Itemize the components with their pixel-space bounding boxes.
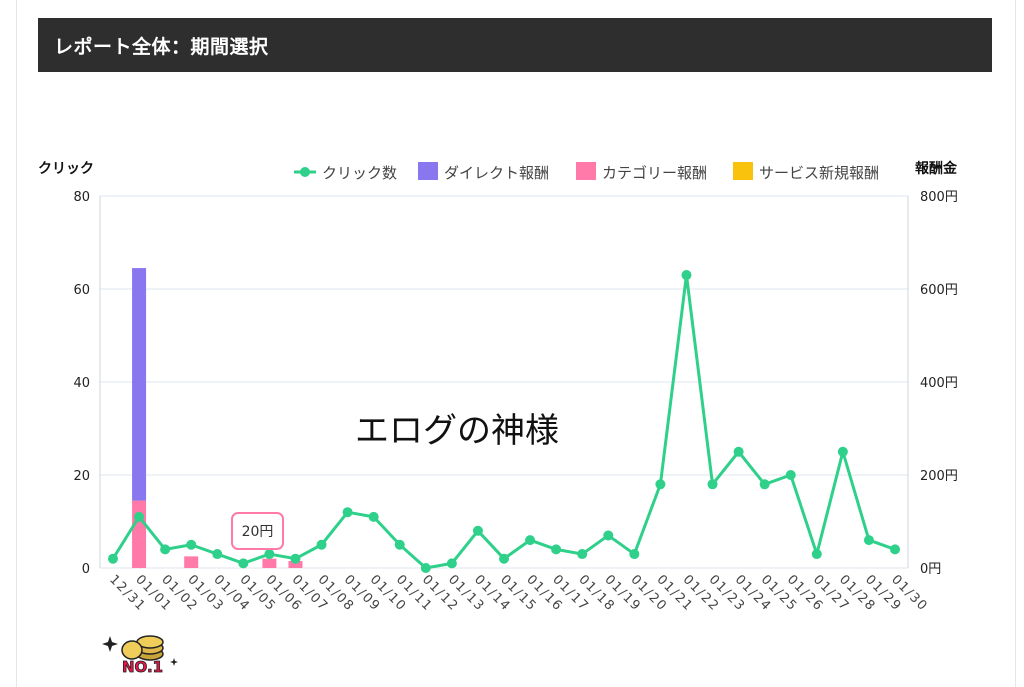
right-tick-label: 600円 [920,283,958,298]
clicks-point [603,530,614,541]
clicks-point [811,549,822,560]
bar-カテゴリー報酬 [184,556,199,568]
legend-dot-swatch [300,167,310,177]
clicks-point [863,535,874,546]
left-tick-label: 60 [73,283,90,298]
legend-item[interactable]: ダイレクト報酬 [418,162,549,182]
badge-text: NO.1 [122,658,163,676]
legend-item[interactable]: クリック数 [294,164,397,182]
legend-item[interactable]: カテゴリー報酬 [576,162,707,182]
no1-coin-badge: NO.1 [102,635,178,676]
left-tick-label: 80 [73,190,90,205]
legend-label: クリック数 [322,164,397,182]
clicks-line [108,270,900,573]
clicks-point [733,446,744,457]
legend-label: カテゴリー報酬 [602,164,707,182]
clicks-point [368,511,379,522]
clicks-point [707,479,718,490]
page-header: レポート全体：期間選択 [38,18,992,72]
clicks-point [212,549,223,560]
watermark-text: エログの神様 [355,411,559,451]
right-tick-label: 400円 [920,376,958,391]
clicks-point [446,558,457,569]
clicks-point [577,549,588,560]
clicks-point [264,549,275,560]
coin-stack-icon [121,635,164,661]
clicks-point [525,535,536,546]
clicks-point [134,511,145,522]
legend-box-swatch [418,162,438,180]
clicks-point [629,549,640,560]
clicks-point [160,544,171,555]
legend-label: サービス新規報酬 [759,164,879,182]
clicks-point [472,525,483,536]
clicks-point [186,539,197,550]
bar-カテゴリー報酬 [132,500,147,568]
right-tick-label: 200円 [920,469,958,484]
left-tick-label: 40 [73,376,90,391]
chart-grid [100,195,908,569]
clicks-point [238,558,249,569]
clicks-point [108,553,118,564]
clicks-point [394,539,405,550]
clicks-point [785,470,796,480]
clicks-point [837,446,848,457]
bar-カテゴリー報酬 [288,561,303,568]
left-tick-label: 0 [82,562,90,577]
right-axis-title: 報酬金 [915,160,958,177]
left-axis-title: クリック [38,161,94,177]
clicks-point [655,479,666,490]
clicks-point [681,270,692,281]
left-tick-label: 20 [73,469,90,484]
tooltip-box [231,512,284,550]
right-tick-label: 800円 [920,190,958,205]
bar-カテゴリー報酬 [262,558,277,568]
clicks-point [890,544,900,555]
clicks-point [551,544,562,555]
chart-tooltip: 20円 [231,512,284,550]
clicks-point [316,539,327,550]
legend-item[interactable]: サービス新規報酬 [733,162,879,182]
clicks-point [420,563,431,573]
chart-legend: クリック数 ダイレクト報酬 カテゴリー報酬 サービス新規報酬 [294,162,879,182]
bar-ダイレクト報酬 [132,268,147,501]
legend-box-swatch [576,162,596,180]
clicks-point [499,553,509,564]
right-tick-label: 0円 [920,562,941,577]
legend-box-swatch [733,162,753,180]
clicks-point [290,553,301,564]
clicks-point [342,507,353,518]
sparkle-icon [102,636,178,666]
legend-label: ダイレクト報酬 [444,164,549,182]
page-frame [16,0,1016,687]
page-title: レポート全体：期間選択 [54,35,269,58]
tooltip-label: 20円 [242,524,274,540]
clicks-point [759,479,770,490]
